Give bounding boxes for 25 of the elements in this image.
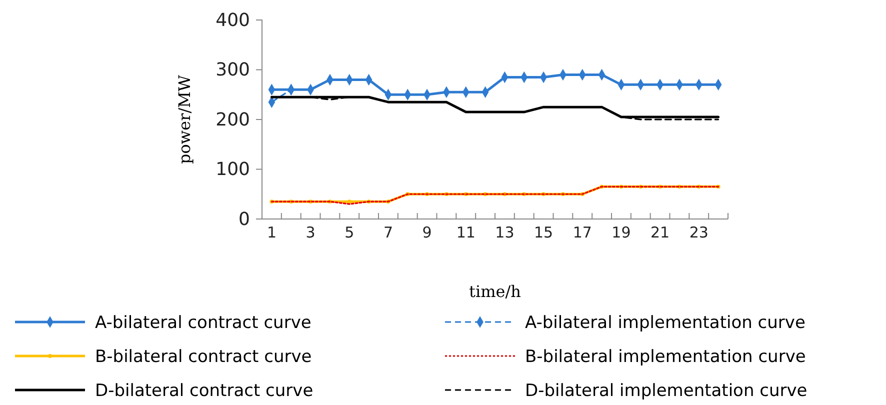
legend-label: A-bilateral contract curve (95, 312, 312, 333)
x-axis-title: time/h (469, 282, 521, 301)
x-tick-label: 23 (689, 224, 708, 242)
legend-label: D-bilateral implementation curve (525, 380, 808, 401)
y-axis-title: power/MW (175, 74, 194, 164)
y-tick-label: 200 (216, 109, 250, 130)
x-tick-label: 9 (422, 224, 432, 242)
x-tick-label: 13 (495, 224, 514, 242)
x-tick-label: 5 (344, 224, 354, 242)
x-tick-label: 17 (572, 224, 592, 242)
x-tick-label: 3 (306, 224, 316, 242)
legend-label: D-bilateral contract curve (95, 380, 314, 401)
x-tick-label: 21 (650, 224, 670, 242)
y-tick-label: 100 (216, 159, 250, 180)
x-tick-label: 19 (612, 224, 631, 242)
x-tick-label: 1 (266, 224, 276, 242)
y-tick-label: 0 (238, 208, 250, 230)
x-tick-label: 15 (534, 224, 554, 242)
legend-label: B-bilateral implementation curve (525, 346, 806, 367)
legend-label: B-bilateral contract curve (95, 346, 312, 367)
legend-label: A-bilateral implementation curve (525, 312, 806, 333)
x-tick-label: 11 (456, 224, 476, 242)
y-tick-label: 400 (216, 10, 250, 31)
y-tick-label: 300 (216, 60, 250, 81)
x-tick-label: 7 (383, 224, 393, 242)
